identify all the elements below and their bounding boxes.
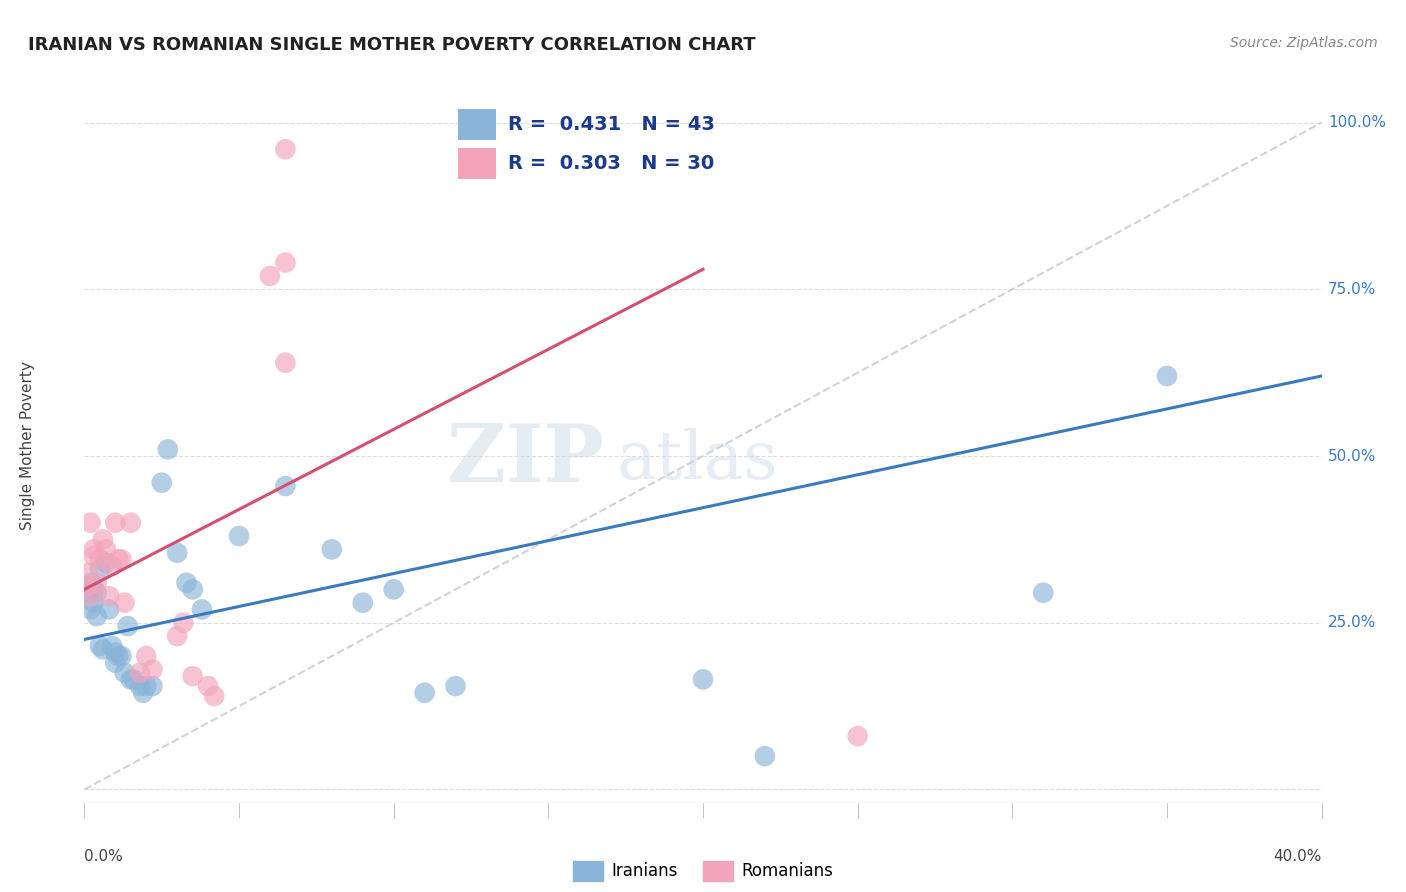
- Point: [94, 542, 117, 557]
- Point: [86, 585, 108, 599]
- Point: [89, 562, 111, 576]
- Text: R =  0.303   N = 30: R = 0.303 N = 30: [508, 154, 714, 173]
- Point: [94, 556, 117, 570]
- Point: [321, 542, 343, 557]
- Point: [86, 575, 108, 590]
- Point: [104, 656, 127, 670]
- Point: [166, 629, 188, 643]
- Point: [846, 729, 869, 743]
- Point: [692, 673, 714, 687]
- Point: [197, 679, 219, 693]
- Point: [114, 596, 136, 610]
- Text: 100.0%: 100.0%: [1327, 115, 1386, 130]
- Point: [104, 516, 127, 530]
- Point: [132, 686, 155, 700]
- Text: R =  0.431   N = 43: R = 0.431 N = 43: [508, 115, 714, 135]
- Point: [79, 575, 101, 590]
- Point: [202, 689, 225, 703]
- Point: [259, 268, 281, 283]
- Point: [754, 749, 776, 764]
- Legend: Iranians, Romanians: Iranians, Romanians: [567, 855, 839, 888]
- Text: Source: ZipAtlas.com: Source: ZipAtlas.com: [1230, 36, 1378, 50]
- FancyBboxPatch shape: [458, 109, 496, 140]
- Text: ZIP: ZIP: [447, 421, 605, 500]
- Point: [79, 589, 101, 603]
- Point: [101, 639, 124, 653]
- Text: 0.0%: 0.0%: [84, 849, 124, 864]
- Point: [1156, 368, 1178, 383]
- Point: [110, 552, 132, 566]
- Point: [114, 665, 136, 680]
- Point: [91, 533, 114, 547]
- Point: [98, 589, 121, 603]
- Point: [76, 579, 98, 593]
- Point: [107, 649, 129, 664]
- Text: atlas: atlas: [616, 427, 778, 493]
- Point: [122, 673, 145, 687]
- Point: [444, 679, 467, 693]
- Point: [181, 582, 204, 597]
- Point: [150, 475, 173, 490]
- Point: [274, 255, 297, 269]
- Point: [83, 549, 105, 563]
- Point: [101, 559, 124, 574]
- Point: [172, 615, 194, 630]
- Text: IRANIAN VS ROMANIAN SINGLE MOTHER POVERTY CORRELATION CHART: IRANIAN VS ROMANIAN SINGLE MOTHER POVERT…: [28, 36, 756, 54]
- Point: [117, 619, 139, 633]
- Point: [274, 142, 297, 156]
- Point: [120, 673, 142, 687]
- Text: 40.0%: 40.0%: [1274, 849, 1322, 864]
- Text: 75.0%: 75.0%: [1327, 282, 1376, 297]
- Point: [79, 602, 101, 616]
- Point: [129, 665, 152, 680]
- Text: Single Mother Poverty: Single Mother Poverty: [20, 361, 35, 531]
- Text: 50.0%: 50.0%: [1327, 449, 1376, 464]
- Text: 25.0%: 25.0%: [1327, 615, 1376, 631]
- Point: [141, 662, 163, 676]
- Point: [191, 602, 214, 616]
- Point: [89, 639, 111, 653]
- FancyBboxPatch shape: [458, 148, 496, 179]
- Point: [156, 442, 179, 457]
- Point: [228, 529, 250, 543]
- Point: [274, 479, 297, 493]
- Point: [83, 596, 105, 610]
- Point: [83, 542, 105, 557]
- Point: [135, 649, 157, 664]
- Point: [76, 566, 98, 580]
- Point: [274, 356, 297, 370]
- Point: [120, 516, 142, 530]
- Point: [110, 649, 132, 664]
- Point: [107, 552, 129, 566]
- Point: [76, 585, 98, 599]
- Point: [382, 582, 405, 597]
- Point: [76, 579, 98, 593]
- Point: [98, 602, 121, 616]
- Point: [104, 646, 127, 660]
- Point: [129, 679, 152, 693]
- Point: [79, 516, 101, 530]
- Point: [83, 582, 105, 597]
- Point: [86, 609, 108, 624]
- Point: [89, 552, 111, 566]
- Point: [176, 575, 198, 590]
- Point: [352, 596, 374, 610]
- Point: [135, 679, 157, 693]
- Point: [141, 679, 163, 693]
- Point: [1032, 585, 1054, 599]
- Point: [166, 546, 188, 560]
- Point: [91, 642, 114, 657]
- Point: [413, 686, 436, 700]
- Point: [181, 669, 204, 683]
